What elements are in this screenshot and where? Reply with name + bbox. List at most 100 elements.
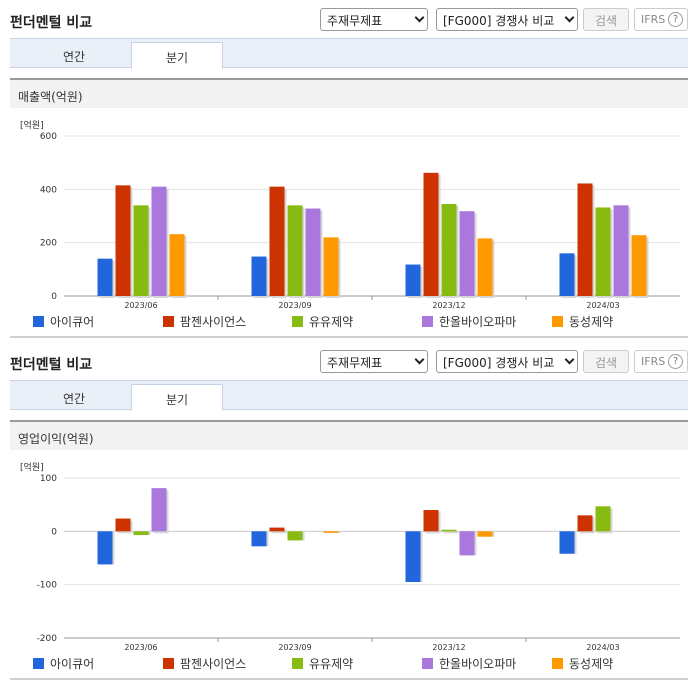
legend-item[interactable]: 유유제약 xyxy=(292,313,353,330)
x-tick-label: 2023/09 xyxy=(278,643,311,652)
legend-label: 팜젠사이언스 xyxy=(180,657,247,671)
legend-label: 동성제약 xyxy=(569,315,614,329)
search-button[interactable]: 검색 xyxy=(583,8,629,31)
section-title: 펀더멘털 비교 xyxy=(10,357,93,373)
x-tick-label: 2023/06 xyxy=(124,301,157,310)
divider xyxy=(10,336,688,338)
legend-item[interactable]: 유유제약 xyxy=(292,655,353,672)
group-select[interactable]: [FG000] 경쟁사 비교 xyxy=(436,8,578,31)
ifrs-label: IFRS xyxy=(641,355,666,368)
legend-item[interactable]: 동성제약 xyxy=(552,655,613,672)
x-tick-label: 2024/03 xyxy=(586,643,619,652)
bar xyxy=(441,204,457,296)
legend-item[interactable]: 아이큐어 xyxy=(33,313,94,330)
bar xyxy=(169,234,185,296)
bar xyxy=(97,531,113,565)
section-header: 펀더멘털 비교 주재무제표 [FG000] 경쟁사 비교 검색 IFRS ? xyxy=(0,342,696,380)
y-axis-unit: [억원] xyxy=(20,121,44,131)
statement-select[interactable]: 주재무제표 xyxy=(320,350,428,373)
tab-quarterly[interactable]: 분기 xyxy=(131,42,223,69)
y-axis-unit: [억원] xyxy=(20,463,44,473)
legend-item[interactable]: 동성제약 xyxy=(552,313,613,330)
bar xyxy=(151,186,167,296)
bar xyxy=(133,205,149,296)
bar xyxy=(459,211,475,296)
period-tabs: 연간 분기 xyxy=(10,380,688,411)
bar xyxy=(323,237,339,296)
legend-swatch xyxy=(422,658,433,669)
y-tick-label: 400 xyxy=(40,185,57,195)
legend-label: 유유제약 xyxy=(309,657,354,671)
y-tick-label: 600 xyxy=(40,132,57,142)
statement-select-value: 주재무제표 xyxy=(327,14,383,28)
legend-label: 동성제약 xyxy=(569,657,614,671)
bar xyxy=(595,207,611,296)
divider xyxy=(10,678,688,680)
legend-swatch xyxy=(163,316,174,327)
x-tick-label: 2023/06 xyxy=(124,643,157,652)
legend-swatch xyxy=(422,316,433,327)
legend-swatch xyxy=(33,316,44,327)
ifrs-help-button[interactable]: IFRS ? xyxy=(634,8,688,31)
bar xyxy=(115,185,131,296)
bar-shadow xyxy=(443,531,459,534)
bar xyxy=(577,515,593,532)
search-button[interactable]: 검색 xyxy=(583,350,629,373)
legend-item[interactable]: 팜젠사이언스 xyxy=(163,313,246,330)
chart-subtitle: 영업이익(억원) xyxy=(10,420,688,450)
legend-swatch xyxy=(552,658,563,669)
y-tick-label: 100 xyxy=(40,474,57,484)
bar xyxy=(151,488,167,532)
bar xyxy=(423,172,439,296)
legend-swatch xyxy=(552,316,563,327)
group-select[interactable]: [FG000] 경쟁사 비교 xyxy=(436,350,578,373)
tab-quarterly[interactable]: 분기 xyxy=(131,384,223,411)
bar xyxy=(477,238,493,296)
help-icon: ? xyxy=(668,354,683,369)
group-select-value: [FG000] 경쟁사 비교 xyxy=(443,14,555,28)
fundamental-compare-operating-profit-section: 펀더멘털 비교 주재무제표 [FG000] 경쟁사 비교 검색 IFRS ? 연… xyxy=(0,342,696,684)
bar xyxy=(577,183,593,296)
legend-label: 유유제약 xyxy=(309,315,354,329)
operating-profit-bar-chart: -200 -100 0 100 2023/06 2023/09 2023/12 2024/03 xyxy=(37,474,680,652)
bar xyxy=(459,531,475,556)
y-tick-label: 0 xyxy=(51,527,57,537)
tab-annual[interactable]: 연간 xyxy=(62,50,86,64)
legend-item[interactable]: 팜젠사이언스 xyxy=(163,655,246,672)
period-tabs: 연간 분기 xyxy=(10,38,688,69)
bar xyxy=(559,253,575,296)
bar xyxy=(305,208,321,296)
bar xyxy=(405,264,421,296)
chevron-down-icon xyxy=(564,12,575,23)
legend-item[interactable]: 아이큐어 xyxy=(33,655,94,672)
bar xyxy=(595,506,611,532)
revenue-bar-chart: 0 200 400 600 2023/06 2023/09 2023/12 2024/03 xyxy=(40,132,680,310)
bar xyxy=(287,205,303,296)
y-tick-label: 0 xyxy=(51,292,57,302)
ifrs-label: IFRS xyxy=(641,13,666,26)
legend-label: 아이큐어 xyxy=(50,657,95,671)
bar xyxy=(631,235,647,296)
bar xyxy=(97,258,113,296)
chart-legend: 아이큐어 팜젠사이언스 유유제약 한올바이오파마 동성제약 xyxy=(0,655,696,673)
y-tick-label: 200 xyxy=(40,239,57,249)
x-tick-label: 2023/12 xyxy=(432,643,465,652)
bar xyxy=(269,186,285,296)
bar xyxy=(441,529,457,532)
bar xyxy=(115,518,131,532)
legend-label: 한올바이오파마 xyxy=(439,657,517,671)
bar xyxy=(559,531,575,554)
tab-annual[interactable]: 연간 xyxy=(62,392,86,406)
bar-shadow xyxy=(271,529,287,534)
legend-item[interactable]: 한올바이오파마 xyxy=(422,655,516,672)
x-tick-label: 2023/09 xyxy=(278,301,311,310)
chevron-down-icon xyxy=(414,354,425,365)
x-tick-label: 2024/03 xyxy=(586,301,619,310)
y-tick-label: -200 xyxy=(37,634,58,644)
y-tick-label: -100 xyxy=(37,581,58,591)
legend-item[interactable]: 한올바이오파마 xyxy=(422,313,516,330)
statement-select[interactable]: 주재무제표 xyxy=(320,8,428,31)
bar xyxy=(323,531,339,533)
section-header: 펀더멘털 비교 주재무제표 [FG000] 경쟁사 비교 검색 IFRS ? xyxy=(0,0,696,38)
ifrs-help-button[interactable]: IFRS ? xyxy=(634,350,688,373)
